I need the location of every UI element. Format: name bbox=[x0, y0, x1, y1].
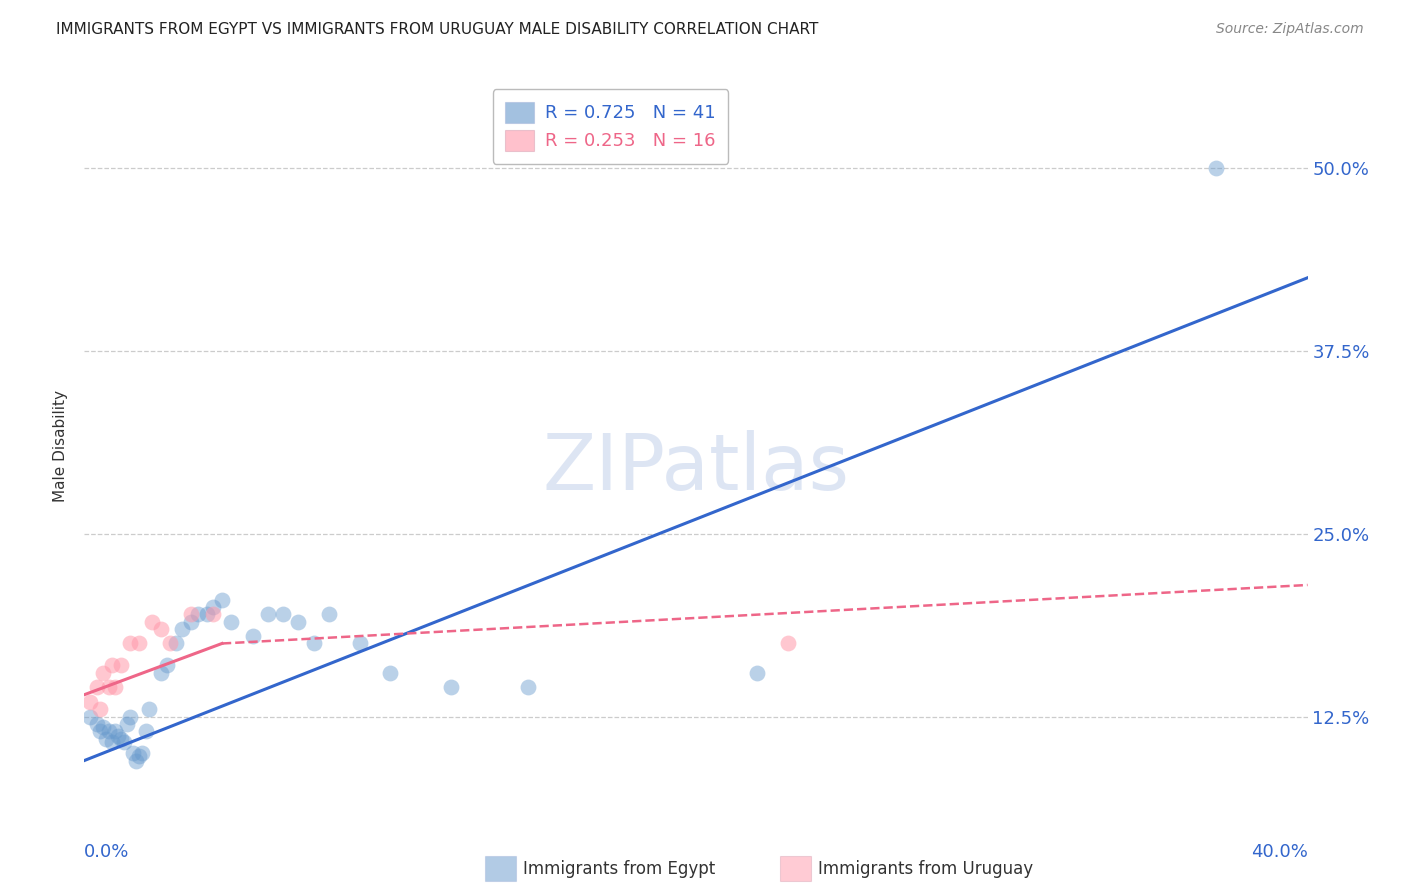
Text: 40.0%: 40.0% bbox=[1251, 843, 1308, 861]
Point bbox=[101, 734, 124, 748]
Text: 0.0%: 0.0% bbox=[84, 843, 129, 861]
Point bbox=[180, 607, 202, 622]
Point bbox=[516, 681, 538, 695]
Point bbox=[271, 607, 294, 622]
Point bbox=[91, 665, 114, 680]
Point bbox=[86, 717, 108, 731]
Text: Source: ZipAtlas.com: Source: ZipAtlas.com bbox=[1216, 22, 1364, 37]
Point bbox=[242, 629, 264, 643]
Point bbox=[115, 717, 138, 731]
Point bbox=[149, 622, 172, 636]
Point bbox=[219, 615, 242, 629]
Point bbox=[201, 599, 224, 614]
Point bbox=[120, 636, 142, 650]
Point bbox=[138, 702, 160, 716]
Point bbox=[195, 607, 218, 622]
Point bbox=[159, 636, 181, 650]
Point bbox=[211, 592, 233, 607]
Point bbox=[149, 665, 172, 680]
Point bbox=[89, 724, 111, 739]
Text: Immigrants from Egypt: Immigrants from Egypt bbox=[523, 860, 716, 878]
Point bbox=[156, 658, 179, 673]
Point bbox=[201, 607, 224, 622]
Point bbox=[97, 724, 120, 739]
Text: Immigrants from Uruguay: Immigrants from Uruguay bbox=[818, 860, 1033, 878]
Point bbox=[97, 681, 120, 695]
Point bbox=[172, 622, 194, 636]
Point bbox=[101, 658, 124, 673]
Point bbox=[349, 636, 371, 650]
Point bbox=[128, 636, 150, 650]
Point bbox=[776, 636, 799, 650]
Point bbox=[94, 731, 117, 746]
Point bbox=[104, 724, 127, 739]
Point bbox=[257, 607, 280, 622]
Point bbox=[287, 615, 309, 629]
Point bbox=[131, 746, 153, 760]
Point bbox=[747, 665, 769, 680]
Point bbox=[122, 746, 145, 760]
Point bbox=[120, 709, 142, 723]
Point bbox=[110, 731, 132, 746]
Point bbox=[79, 709, 101, 723]
Point bbox=[302, 636, 325, 650]
Point bbox=[125, 754, 148, 768]
Point bbox=[104, 681, 127, 695]
Point bbox=[380, 665, 402, 680]
Point bbox=[135, 724, 157, 739]
Point bbox=[128, 749, 150, 764]
Point bbox=[110, 658, 132, 673]
Point bbox=[86, 681, 108, 695]
Text: IMMIGRANTS FROM EGYPT VS IMMIGRANTS FROM URUGUAY MALE DISABILITY CORRELATION CHA: IMMIGRANTS FROM EGYPT VS IMMIGRANTS FROM… bbox=[56, 22, 818, 37]
Text: ZIPatlas: ZIPatlas bbox=[543, 430, 849, 506]
Point bbox=[107, 729, 129, 743]
Point bbox=[1205, 161, 1227, 175]
Point bbox=[112, 734, 135, 748]
Point bbox=[180, 615, 202, 629]
Y-axis label: Male Disability: Male Disability bbox=[53, 390, 69, 502]
Point bbox=[141, 615, 163, 629]
Legend: R = 0.725   N = 41, R = 0.253   N = 16: R = 0.725 N = 41, R = 0.253 N = 16 bbox=[492, 89, 728, 163]
Point bbox=[318, 607, 340, 622]
Point bbox=[79, 695, 101, 709]
Point bbox=[165, 636, 187, 650]
Point bbox=[440, 681, 463, 695]
Point bbox=[186, 607, 208, 622]
Point bbox=[91, 720, 114, 734]
Point bbox=[89, 702, 111, 716]
